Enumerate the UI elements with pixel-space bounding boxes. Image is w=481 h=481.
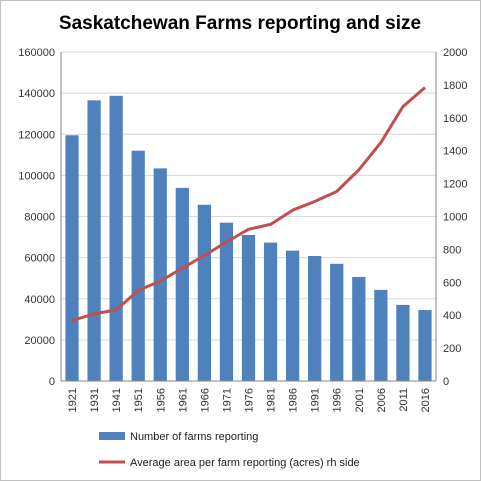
bar [286,250,300,381]
y-left-tick-label: 20000 [24,335,55,347]
bar [374,289,388,381]
chart-title: Saskatchewan Farms reporting and size [59,13,421,34]
x-tick-label: 2006 [376,388,388,412]
x-tick-label: 1961 [177,388,189,412]
x-tick-label: 2016 [420,388,432,412]
legend-label-bars: Number of farms reporting [130,431,258,443]
y-right-tick-label: 1800 [443,80,467,92]
x-tick-label: 1951 [133,388,145,412]
bar [330,263,344,381]
bar [197,204,211,381]
legend-swatch-bars [99,432,125,440]
bar [396,304,410,381]
x-tick-label: 1981 [266,388,278,412]
y-left-tick-label: 80000 [24,212,55,224]
x-tick-label: 1986 [288,388,300,412]
x-tick-label: 2011 [398,388,410,412]
bar [65,135,79,381]
bar [219,222,234,381]
line-series [71,86,426,322]
bar [418,310,432,381]
bar [109,95,123,381]
y-right-tick-label: 0 [443,376,449,388]
x-tick-label: 1921 [67,388,79,412]
bar [241,235,256,381]
bar [263,242,278,381]
y-right-tick-label: 400 [443,310,461,322]
gridlines [61,51,436,341]
y-right-tick-label: 2000 [443,47,467,59]
x-tick-label: 2001 [354,388,366,412]
y-left-tick-label: 0 [49,376,55,388]
y-left-tick-label: 100000 [18,170,55,182]
y-left-tick-label: 60000 [24,253,55,265]
y-right-tick-label: 1600 [443,113,467,125]
bar [87,100,101,382]
x-tick-label: 1956 [155,388,167,412]
y-right-tick-label: 200 [443,343,461,355]
y-right-tick-label: 1400 [443,146,467,158]
x-tick-label: 1991 [310,388,322,412]
y-right-tick-label: 600 [443,277,461,289]
x-tick-label: 1996 [332,388,344,412]
y-left-tick-label: 120000 [18,129,55,141]
bar [153,168,167,381]
x-tick-label: 1966 [199,388,211,412]
bar [352,276,366,381]
y-left-tick-label: 40000 [24,294,55,306]
x-tick-label: 1941 [111,388,123,412]
axes: 0200004000060000800001000001200001400001… [18,47,467,412]
y-right-tick-label: 1000 [443,212,467,224]
bar [175,187,189,381]
x-tick-label: 1931 [89,388,101,412]
y-left-tick-label: 140000 [18,88,55,100]
x-tick-label: 1971 [221,388,233,412]
y-left-tick-label: 160000 [18,47,55,59]
x-tick-label: 1976 [244,388,256,412]
line-path [71,86,426,322]
legend: Number of farms reporting Average area p… [99,431,360,469]
bar [131,150,145,381]
y-right-tick-label: 1200 [443,179,467,191]
legend-label-line: Average area per farm reporting (acres) … [130,457,360,469]
y-right-tick-label: 800 [443,244,461,256]
bar [308,255,322,381]
bar-series [65,95,432,382]
